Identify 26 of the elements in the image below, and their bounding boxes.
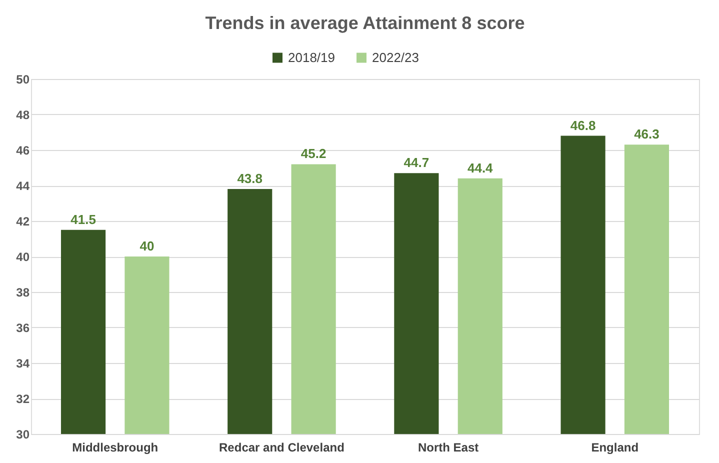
data-label: 45.2 [300,146,326,162]
y-tick-label: 48 [16,108,30,122]
y-tick-label: 36 [16,321,30,335]
data-label: 44.4 [467,160,494,176]
x-tick-label: North East [418,440,479,454]
data-label: 44.7 [404,155,430,170]
x-tick-label: England [591,440,639,454]
data-label: 40 [140,238,154,254]
legend-label: 2018/19 [288,50,335,65]
y-tick-label: 46 [16,144,30,158]
legend-label: 2022/23 [372,50,419,65]
y-tick-label: 42 [16,214,30,228]
y-tick-label: 38 [16,286,30,300]
y-tick-label: 34 [16,356,30,370]
y-tick-label: 32 [16,392,30,406]
x-tick-label: Middlesbrough [72,440,158,454]
y-tick-label: 30 [16,428,30,442]
data-label: 46.3 [634,126,660,142]
data-label: 46.8 [570,118,596,133]
chart-title: Trends in average Attainment 8 score [205,13,525,33]
data-label: 43.8 [237,171,263,186]
y-tick-label: 40 [16,250,30,264]
data-label: 41.5 [70,212,96,227]
x-tick-label: Redcar and Cleveland [219,440,344,454]
y-tick-label: 50 [16,72,30,86]
y-tick-label: 44 [16,179,30,193]
